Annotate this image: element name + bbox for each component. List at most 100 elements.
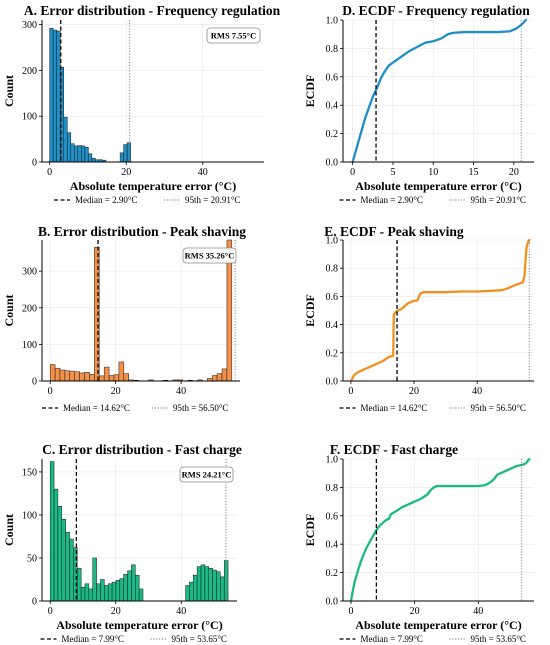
plot-area — [49, 239, 236, 381]
histogram-bar — [193, 574, 198, 601]
histogram-bar — [123, 373, 129, 381]
legend-p95-label: 95th = 53.65°C — [471, 634, 526, 644]
histogram-bar — [70, 143, 75, 162]
histogram-bar — [91, 158, 96, 162]
histogram-bar — [69, 538, 74, 601]
panel-title: E. ECDF - Peak shaving — [324, 224, 464, 239]
histogram-bar — [216, 373, 223, 381]
x-axis-label: Absolute temperature error (°C) — [56, 618, 222, 632]
y-axis-label: ECDF — [303, 514, 317, 547]
histogram-bar — [131, 564, 136, 601]
x-axis-label: Absolute temperature error (°C) — [70, 179, 236, 193]
y-tick-label: 300 — [22, 267, 37, 278]
histogram-bar — [200, 564, 206, 601]
panel-title: B. Error distribution - Peak shaving — [38, 224, 246, 239]
legend-p95-label: 95th = 20.91°C — [471, 195, 526, 205]
histogram-bar — [148, 379, 154, 381]
y-tick-label: 0 — [32, 377, 37, 388]
histogram-bar — [208, 568, 213, 601]
panel-title: F. ECDF - Fast charge — [330, 442, 458, 457]
histogram-bar — [111, 581, 117, 601]
x-tick-label: 0 — [348, 386, 353, 397]
histogram-bar — [226, 239, 233, 381]
x-tick-label: 15 — [469, 167, 479, 178]
y-tick-label: 0.2 — [326, 129, 339, 140]
histogram-bar — [81, 145, 86, 162]
histogram-bar — [127, 570, 132, 601]
histogram-bar — [119, 152, 124, 162]
legend-p95-label: 95th = 53.65°C — [172, 634, 227, 644]
plot-area — [351, 18, 528, 162]
y-tick-label: 0.6 — [326, 72, 339, 83]
histogram-bar — [99, 375, 105, 381]
histogram-bar — [196, 566, 202, 601]
legend-median-label: Median = 14.62°C — [63, 403, 130, 413]
x-tick-label: 0 — [48, 386, 53, 397]
histogram-bar — [79, 372, 85, 381]
y-tick-label: 0.0 — [326, 158, 339, 169]
histogram-bar — [212, 569, 217, 601]
histogram-bar — [135, 574, 140, 601]
histogram-bar — [77, 145, 82, 162]
histogram-bar — [123, 144, 128, 162]
y-tick-label: 100 — [22, 510, 37, 521]
rms-annotation: RMS 35.26°C — [185, 251, 235, 261]
x-tick-label: 0 — [348, 606, 353, 617]
histogram-bar — [67, 132, 72, 162]
histogram-bar — [100, 579, 105, 601]
histogram-bar — [138, 588, 144, 601]
histogram-bar — [63, 116, 68, 162]
histogram-bar — [96, 583, 101, 601]
histogram-bar — [185, 585, 190, 601]
y-axis-label: Count — [2, 75, 16, 107]
legend-median-label: Median = 14.62°C — [361, 403, 428, 413]
ecdf-line — [349, 457, 531, 601]
x-tick-label: 40 — [176, 386, 186, 397]
rms-annotation: RMS 24.21°C — [182, 470, 232, 480]
histogram-bar — [77, 568, 82, 601]
x-tick-label: 5 — [390, 167, 395, 178]
x-tick-label: 20 — [509, 167, 519, 178]
y-tick-label: 0.0 — [326, 377, 339, 388]
histogram-bar — [49, 27, 54, 162]
histogram-bar — [220, 576, 225, 601]
plot-area — [349, 457, 531, 601]
x-tick-label: 40 — [472, 386, 482, 397]
legend-p95-label: 95th = 56.50°C — [471, 403, 526, 413]
x-tick-label: 0 — [47, 167, 52, 178]
panel-title: D. ECDF - Frequency regulation — [342, 3, 530, 18]
histogram-bar — [177, 379, 183, 381]
panel-e: E. ECDF - Peak shaving 0 20 40 0.0 0.2 0.4 0.6 0… — [303, 224, 534, 413]
y-tick-label: 1.0 — [326, 236, 339, 247]
histogram-bar — [118, 361, 125, 381]
histogram-bar — [61, 518, 66, 601]
histogram-bar — [84, 371, 90, 381]
histogram-bar — [84, 147, 89, 162]
legend-median-label: Median = 2.90°C — [361, 195, 423, 205]
histogram-bar — [107, 583, 113, 601]
panel-title: C. Error distribution - Fast charge — [42, 442, 242, 457]
histogram-bar — [94, 247, 100, 381]
histogram-bar — [113, 374, 120, 381]
legend-p95-label: 95th = 56.50°C — [173, 403, 228, 413]
histogram-bar — [89, 374, 95, 381]
histogram-bar — [119, 578, 124, 601]
y-tick-label: 0.0 — [326, 597, 339, 608]
histogram-bar — [69, 370, 75, 381]
y-tick-label: 0.6 — [326, 511, 339, 522]
histogram-bar — [49, 364, 56, 381]
panel-c: C. Error distribution - Fast charge 0 20 40… — [2, 442, 242, 644]
histogram-bar — [59, 369, 66, 381]
histogram-bar — [52, 29, 57, 162]
y-tick-label: 0.2 — [326, 348, 339, 359]
rms-annotation-box — [206, 27, 261, 44]
y-tick-label: 0.2 — [326, 568, 339, 579]
x-axis-label: Absolute temperature error (°C) — [355, 179, 521, 193]
y-tick-label: 0.4 — [326, 101, 339, 112]
y-tick-label: 0.8 — [326, 44, 339, 55]
x-tick-label: 40 — [176, 606, 186, 617]
panel-a: A. Error distribution - Frequency regula… — [2, 3, 281, 205]
plot-area — [349, 238, 531, 381]
histogram-bar — [64, 370, 71, 381]
histogram-bar — [221, 368, 228, 381]
